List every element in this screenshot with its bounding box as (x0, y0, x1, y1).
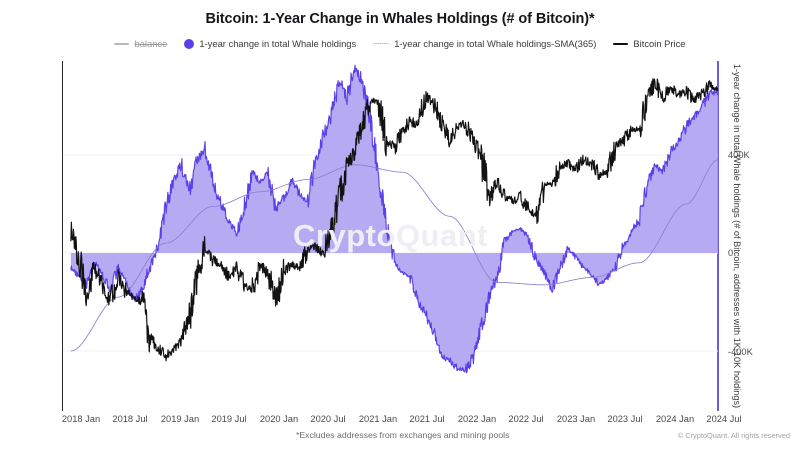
legend-dot-icon (184, 38, 195, 49)
y-axis-left-spine (62, 61, 64, 411)
chart-legend: balance 1-year change in total Whale hol… (0, 38, 800, 49)
legend-item-bitcoin-price[interactable]: Bitcoin Price (613, 38, 686, 49)
legend-label: Bitcoin Price (633, 38, 686, 49)
x-tick: 2019 Jul (211, 414, 247, 424)
x-tick: 2022 Jan (457, 414, 497, 424)
x-tick: 2020 Jul (310, 414, 346, 424)
y-tick-right: 0 (728, 248, 734, 258)
legend-item-balance[interactable]: balance (114, 38, 167, 49)
x-tick: 2024 Jul (706, 414, 742, 424)
whale-holdings-sma-line (70, 159, 718, 352)
x-tick: 2019 Jan (160, 414, 200, 424)
legend-line-icon (114, 42, 130, 45)
bitcoin-price-line (70, 78, 718, 362)
legend-dashed-line-icon (373, 43, 390, 44)
x-tick: 2023 Jul (607, 414, 643, 424)
footnote: *Excludes addresses from exchanges and m… (296, 430, 510, 440)
x-tick: 2020 Jan (259, 414, 299, 424)
copyright: © CryptoQuant. All rights reserved (677, 431, 790, 440)
x-tick: 2018 Jan (61, 414, 101, 424)
whale-holdings-line (70, 64, 718, 374)
legend-label: 1-year change in total Whale holdings (199, 38, 357, 49)
x-tick: 2021 Jan (358, 414, 398, 424)
y-axis-right-title: 1-year change in total Whale holdings (#… (732, 63, 742, 409)
y-tick-right: -400K (728, 347, 753, 357)
whale-holdings-area (70, 65, 718, 373)
legend-label: 1-year change in total Whale holdings-SM… (394, 38, 597, 49)
legend-item-whale-holdings[interactable]: 1-year change in total Whale holdings (184, 38, 356, 49)
legend-label: balance (134, 38, 168, 49)
x-tick: 2018 Jul (112, 414, 148, 424)
legend-item-whale-holdings-sma[interactable]: 1-year change in total Whale holdings-SM… (373, 38, 596, 49)
plot-area: CryptoQuant (63, 62, 718, 410)
x-tick: 2024 Jan (655, 414, 695, 424)
legend-line-icon (613, 42, 629, 45)
page-title: Bitcoin: 1-Year Change in Whales Holding… (205, 11, 595, 27)
x-tick: 2022 Jul (508, 414, 544, 424)
x-tick: 2021 Jul (409, 414, 445, 424)
chart-canvas (63, 64, 718, 374)
x-tick: 2023 Jan (556, 414, 596, 424)
y-tick-right: 400K (728, 150, 750, 160)
